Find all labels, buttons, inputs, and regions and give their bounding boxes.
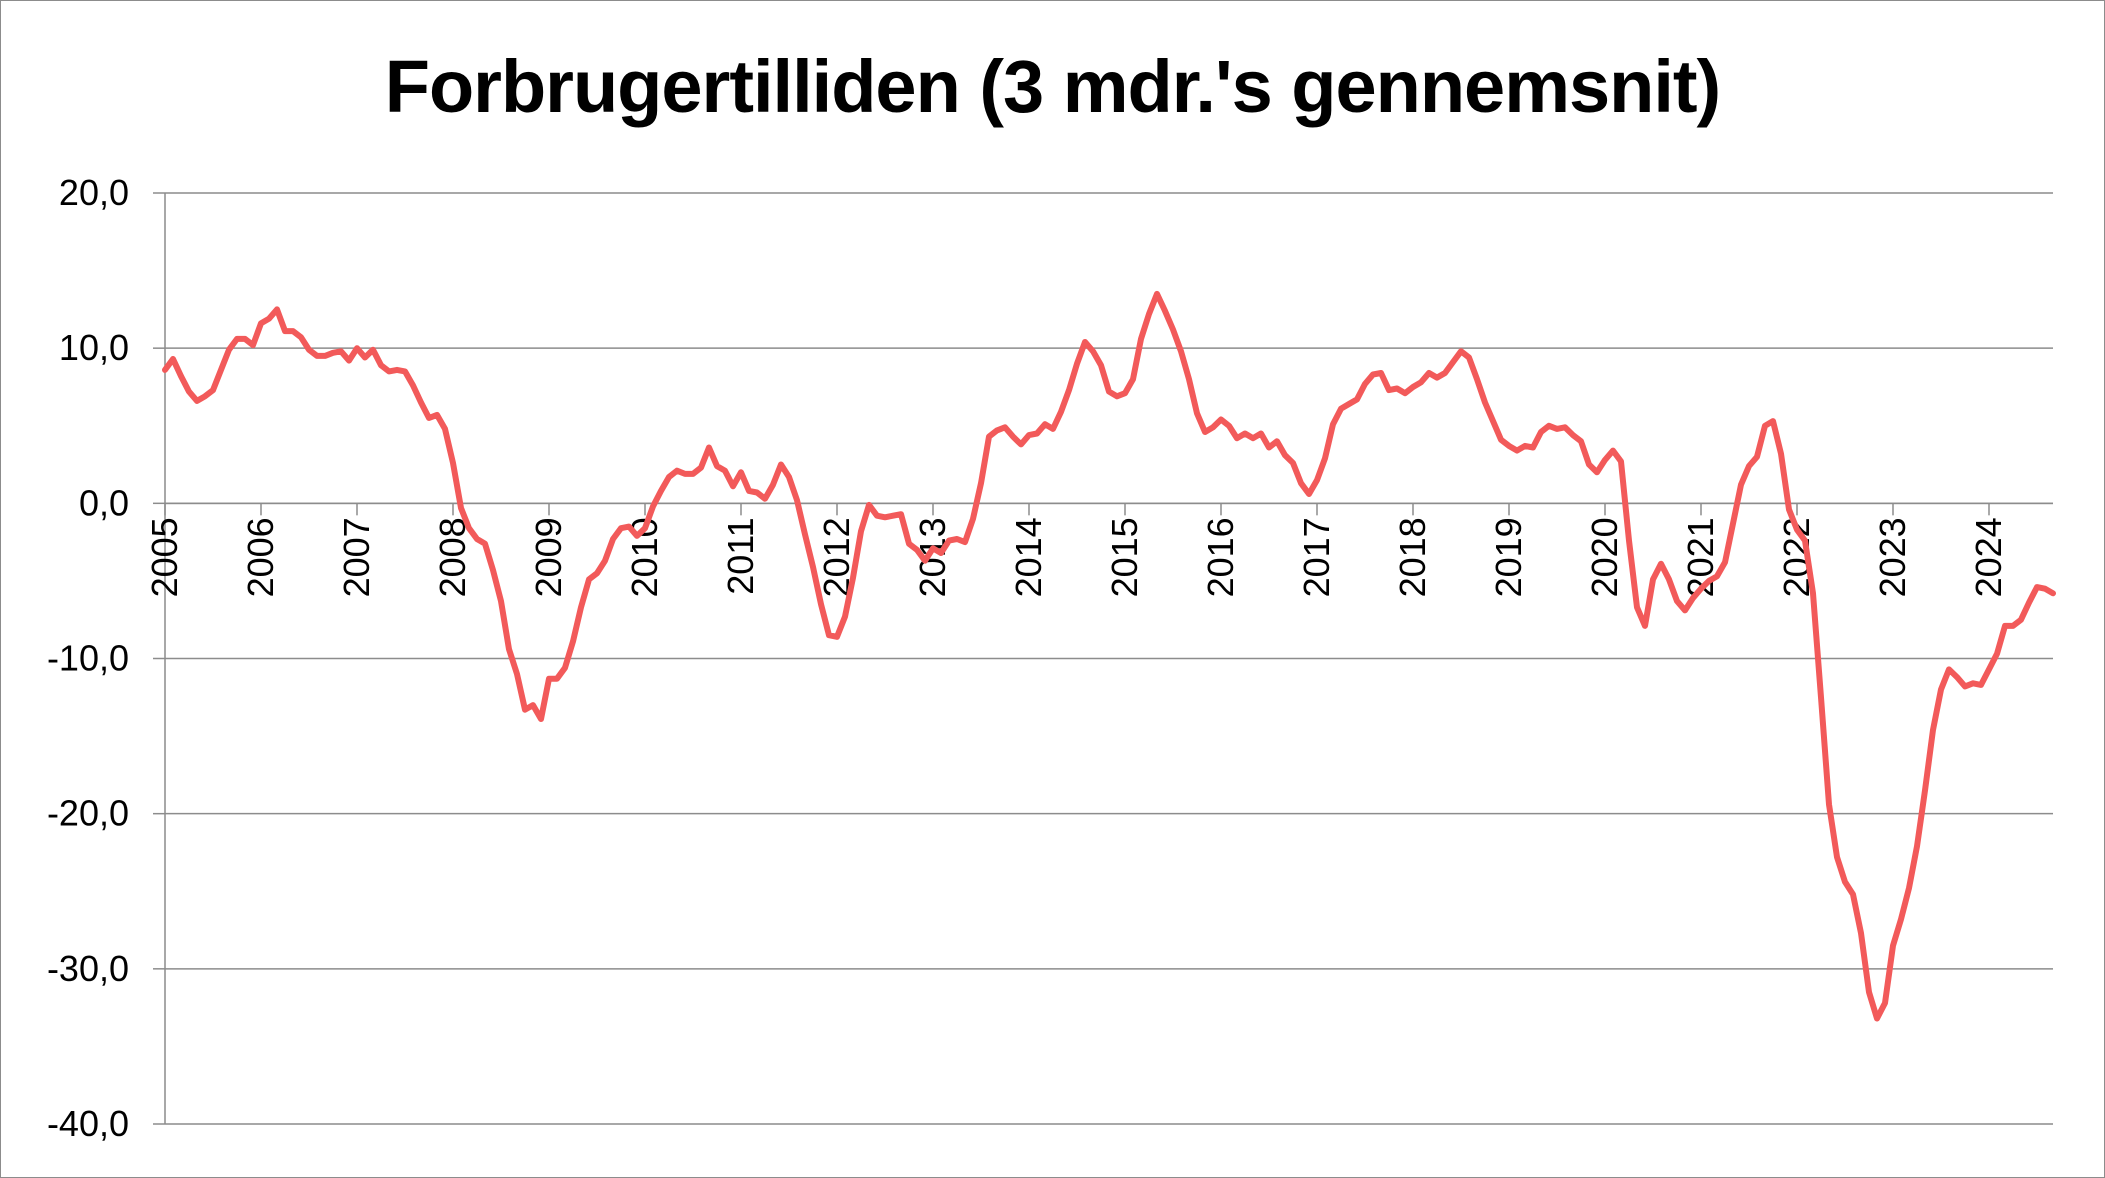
x-tick-label: 2019 [1488, 517, 1529, 597]
y-axis-tick-labels: 20,0 10,0 0,0 -10,0 -20,0 -30,0 -40,0 [47, 172, 129, 1144]
series-group [162, 290, 2056, 1022]
series-line [162, 290, 2056, 1022]
chart-title: Forbrugertilliden (3 mdr.'s gennemsnit) [384, 45, 1721, 128]
x-tick-label: 2008 [432, 517, 473, 597]
x-tick-label: 2014 [1008, 517, 1049, 597]
y-tick-label: 20,0 [59, 172, 129, 213]
y-tick-label: -20,0 [47, 793, 129, 834]
x-tick-label: 2015 [1104, 517, 1145, 597]
y-tick-label: -30,0 [47, 948, 129, 989]
x-axis-tick-labels: 2005 2006 2007 2008 2009 2010 2011 2012 2013 2014… [144, 517, 2009, 597]
x-tick-label: 2011 [720, 517, 761, 594]
y-tick-label: 0,0 [79, 482, 129, 523]
gridlines [153, 192, 2053, 1125]
y-tick-label: -40,0 [47, 1103, 129, 1144]
y-tick-label: 10,0 [59, 327, 129, 368]
x-tick-label: 2013 [912, 517, 953, 597]
x-tick-label: 2007 [336, 517, 377, 597]
y-tick-label: -10,0 [47, 638, 129, 679]
x-tick-label: 2005 [144, 517, 185, 597]
x-axis [164, 502, 2053, 516]
x-tick-label: 2017 [1296, 517, 1337, 597]
x-tick-label: 2009 [528, 517, 569, 597]
x-tick-label: 2020 [1584, 517, 1625, 597]
x-tick-label: 2018 [1392, 517, 1433, 597]
x-tick-label: 2024 [1968, 517, 2009, 597]
x-tick-label: 2016 [1200, 517, 1241, 597]
x-tick-label: 2023 [1872, 517, 1913, 597]
x-tick-label: 2006 [240, 517, 281, 597]
x-tick-label: 2021 [1680, 517, 1721, 597]
